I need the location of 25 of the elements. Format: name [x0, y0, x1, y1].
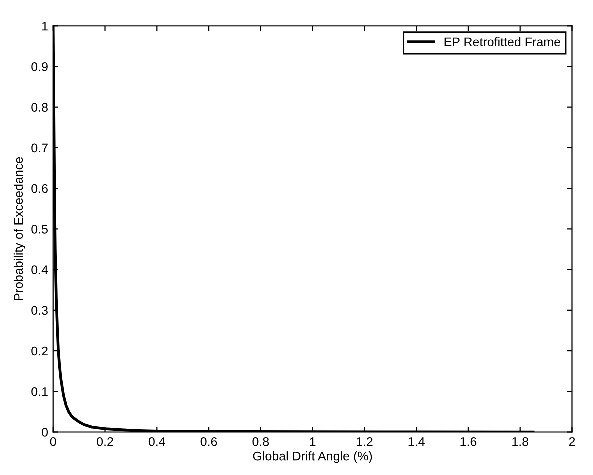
x-tick-label: 0.4 [148, 437, 166, 446]
x-tick-label: 0 [50, 437, 56, 446]
x-tick-label: 1.2 [356, 437, 373, 446]
x-tick-label: 1 [310, 438, 316, 446]
x-tick-label: 2 [569, 437, 576, 446]
y-tick-label: 0.1 [32, 387, 48, 396]
y-tick-label: 0.2 [32, 346, 48, 356]
y-tick-label: 0 [42, 428, 48, 437]
y-tick-label: 0.8 [32, 103, 48, 112]
legend-label: EP Retrofitted Frame [444, 37, 560, 47]
y-tick-label: 0.4 [32, 266, 48, 274]
y-tick-label: 1 [42, 22, 48, 31]
y-tick-label: 0.5 [32, 224, 48, 234]
x-tick-label: 1.4 [408, 438, 425, 446]
y-tick-label: 0.3 [32, 306, 48, 316]
x-tick-label: 0.6 [200, 437, 218, 446]
y-tick-label: 0.7 [32, 144, 48, 153]
x-tick-label: 1.6 [460, 437, 477, 446]
x-tick-label: 1.8 [512, 437, 529, 446]
y-tick-label: 0.6 [32, 184, 48, 194]
x-tick-label: 0.8 [252, 437, 270, 446]
y-tick-label: 0.9 [32, 62, 48, 72]
x-axis-title: Global Drift Angle (%) [253, 452, 372, 464]
y-axis-title: Probability of Exceedance [14, 157, 26, 300]
x-tick-label: 0.2 [97, 437, 114, 446]
